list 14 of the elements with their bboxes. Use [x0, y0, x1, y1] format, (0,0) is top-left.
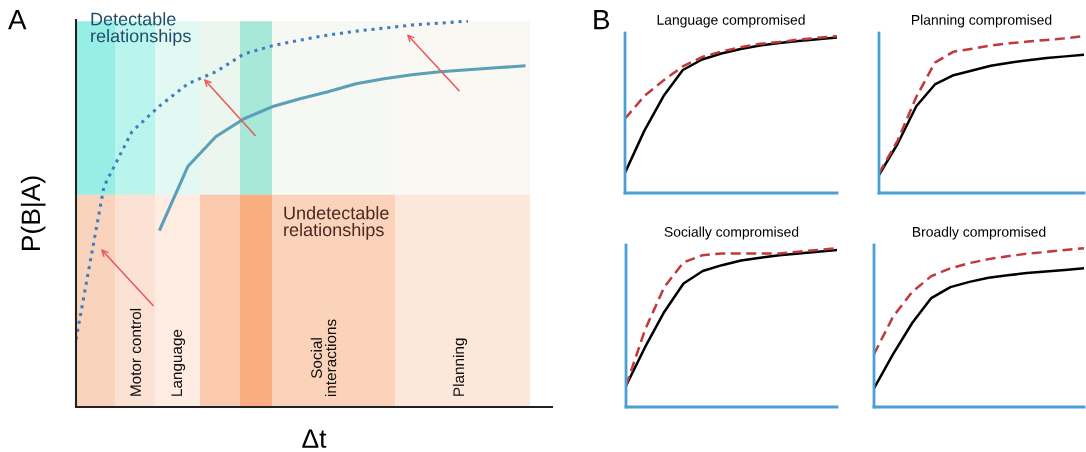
annotation: Social interactions	[310, 319, 337, 397]
chart-title: Planning compromised	[912, 14, 1052, 28]
text: B	[594, 10, 610, 30]
chart-title: Socially compromised	[664, 226, 799, 240]
annotation: Planning	[452, 338, 468, 396]
annotation: Motor control	[129, 308, 142, 396]
chart-title: Language compromised	[657, 14, 805, 28]
annotation: Language	[171, 329, 186, 396]
chart-title: Broadly compromised	[912, 226, 1046, 240]
annotation: Undetectable relationships	[284, 206, 389, 240]
annotation: Detectable relationships	[91, 12, 191, 46]
y-axis-title: P(B|A)	[20, 176, 46, 250]
x-axis-title: Δt	[302, 429, 327, 448]
text: A	[8, 10, 27, 30]
